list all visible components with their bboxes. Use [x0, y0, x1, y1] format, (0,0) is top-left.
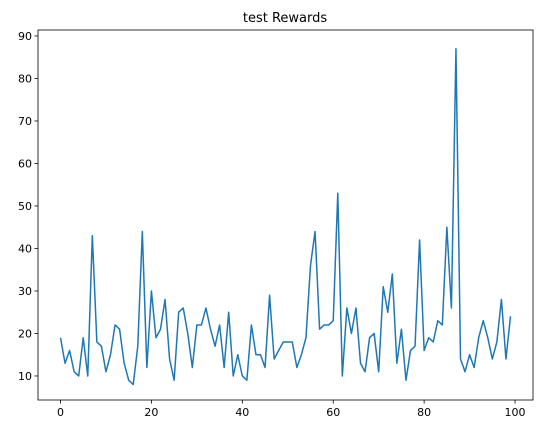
plot-frame [37, 29, 534, 401]
chart-title: test Rewards [243, 11, 328, 26]
x-tick-label: 40 [235, 406, 249, 419]
y-tick-label: 40 [18, 242, 32, 255]
y-tick-label: 60 [18, 157, 32, 170]
x-tick-label: 80 [417, 406, 431, 419]
x-tick-label: 60 [326, 406, 340, 419]
line-series [59, 47, 512, 386]
x-tick-label: 20 [144, 406, 158, 419]
y-tick-label: 50 [18, 200, 32, 213]
y-tick-label: 70 [18, 115, 32, 128]
y-tick-label: 90 [18, 30, 32, 43]
x-tick-label: 0 [57, 406, 64, 419]
x-tick-label: 100 [505, 406, 526, 419]
y-tick-label: 20 [18, 327, 32, 340]
y-tick-label: 30 [18, 285, 32, 298]
y-tick-label: 10 [18, 370, 32, 383]
y-tick-label: 80 [18, 72, 32, 85]
